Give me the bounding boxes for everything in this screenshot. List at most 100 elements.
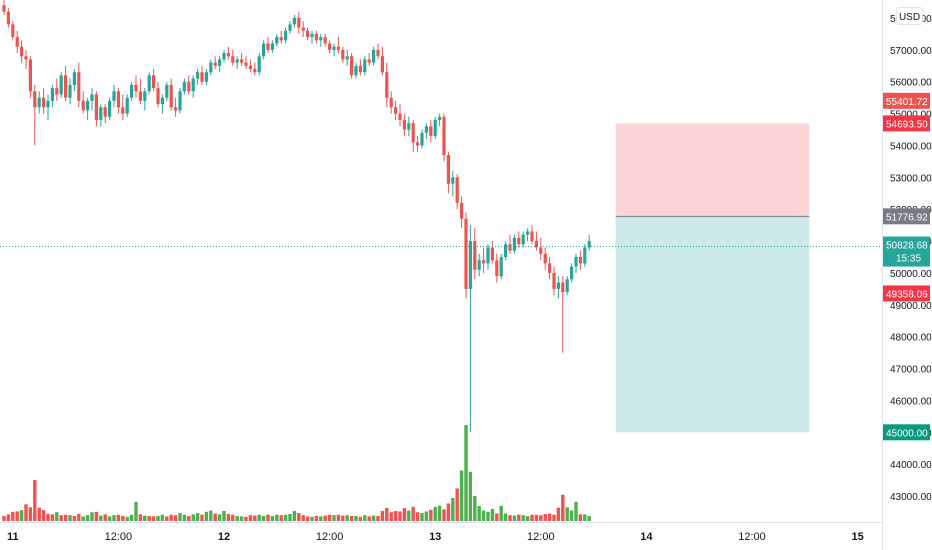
candle <box>574 253 578 273</box>
candle-body <box>257 56 261 73</box>
candle <box>134 75 138 98</box>
price-tick-label: 50000.00 <box>890 269 932 280</box>
candle-body <box>235 59 239 63</box>
candle-body <box>490 247 494 261</box>
candle-body <box>552 272 556 289</box>
volume-bar <box>103 514 107 521</box>
price-tag: 55401.72 <box>883 92 930 109</box>
candle-body <box>64 75 68 98</box>
candle-body <box>548 263 552 273</box>
candle-body <box>345 56 349 60</box>
volume-bar <box>213 513 217 521</box>
volume-bar <box>437 505 442 521</box>
volume-bar <box>37 507 41 521</box>
candle <box>143 88 147 111</box>
candle <box>248 59 252 73</box>
volume-bar <box>15 511 19 521</box>
time-axis[interactable]: 11 12:00 12 12:00 13 12:00 14 12:00 15 <box>7 531 864 543</box>
price-tick-label: 55000.00 <box>890 110 932 121</box>
volume-bar <box>107 516 112 521</box>
volume-bar <box>288 513 292 521</box>
volume-bar <box>209 510 213 521</box>
candle <box>81 91 85 114</box>
candle <box>508 234 512 254</box>
candle <box>482 247 486 273</box>
volume-bar <box>534 514 539 521</box>
price-tags: 55401.72 54693.50 51776.92 49358.06 45000.00… <box>883 92 930 441</box>
volume-bar <box>178 513 182 521</box>
candle <box>226 46 230 60</box>
candle-body <box>517 237 521 245</box>
volume-bar <box>283 514 288 521</box>
candle-body <box>77 72 81 101</box>
volume-bar <box>292 510 297 521</box>
volume-bar <box>279 515 283 521</box>
candle <box>438 113 442 127</box>
volume-bar <box>547 513 552 521</box>
volume-bar <box>587 515 591 521</box>
candle <box>209 59 213 76</box>
candle <box>429 119 433 143</box>
volume-bar <box>248 515 253 521</box>
candle-body <box>451 177 455 184</box>
candle <box>486 244 490 270</box>
candle-body <box>28 59 32 92</box>
volume-bar <box>349 515 354 521</box>
candle-body <box>350 56 354 76</box>
candles <box>2 0 591 433</box>
candle-body <box>125 97 129 114</box>
price-tick-label: 53000.00 <box>890 173 932 184</box>
volume-bar <box>244 516 248 521</box>
target-zone[interactable] <box>615 123 810 217</box>
candle-body <box>90 94 94 101</box>
candle <box>68 78 72 105</box>
time-tick-label: 15 <box>851 531 863 543</box>
volume-bar <box>525 515 530 521</box>
candle <box>565 276 569 296</box>
time-tick-label: 11 <box>7 531 19 543</box>
candle <box>323 33 327 47</box>
candle-body <box>226 53 230 57</box>
candle <box>332 43 336 57</box>
currency-label: USD <box>899 12 920 23</box>
candle <box>46 94 50 120</box>
candle-body <box>367 59 371 63</box>
candle-body <box>504 244 508 258</box>
volume-bar <box>345 515 349 521</box>
candle-body <box>284 30 288 41</box>
candle-body <box>512 237 516 251</box>
candle <box>521 231 525 248</box>
candle <box>468 225 472 433</box>
price-tick-label: 43000.00 <box>890 492 932 503</box>
volume-bar <box>415 512 420 521</box>
candle <box>490 241 494 264</box>
candle <box>345 49 349 66</box>
candle <box>20 40 24 63</box>
candle <box>517 231 521 248</box>
candle-body <box>578 257 582 264</box>
stop-zone[interactable] <box>615 216 810 433</box>
candle <box>160 94 164 114</box>
volume-bar <box>231 514 235 521</box>
candle <box>504 241 508 261</box>
candle <box>90 88 94 111</box>
candle <box>578 250 582 270</box>
candle-body <box>279 37 283 41</box>
candle <box>446 151 450 194</box>
candle-body <box>433 119 437 136</box>
price-tag-box <box>883 424 930 441</box>
price-tag: 54693.50 <box>883 115 930 132</box>
volume-bar <box>565 507 569 521</box>
long-position-tool[interactable] <box>615 123 810 433</box>
volume-bar <box>195 513 200 521</box>
candle-body <box>442 116 446 156</box>
candle <box>583 244 587 267</box>
candle <box>310 30 314 44</box>
volume-bar <box>451 498 455 521</box>
currency-button[interactable]: USD <box>896 7 923 25</box>
price-tag-box <box>883 285 930 302</box>
volume-bar <box>371 515 376 521</box>
volume-bar <box>459 470 464 521</box>
candle-body <box>495 260 499 277</box>
